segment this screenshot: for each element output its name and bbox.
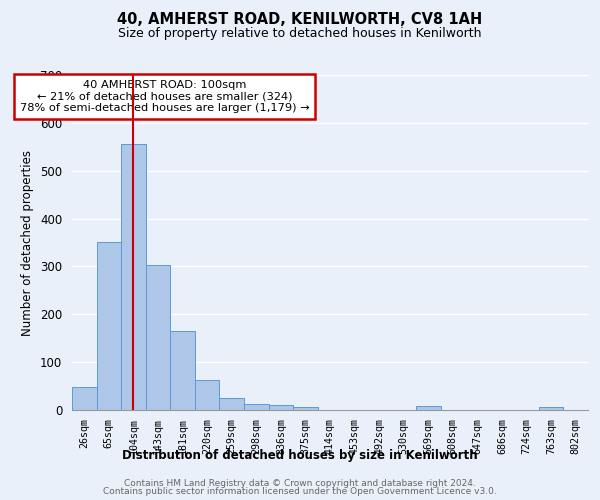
Bar bbox=[195, 380, 220, 410]
Bar bbox=[170, 331, 195, 410]
Bar bbox=[97, 242, 121, 410]
Bar bbox=[269, 404, 293, 410]
Bar bbox=[539, 406, 563, 410]
Bar bbox=[220, 398, 244, 410]
Text: Distribution of detached houses by size in Kenilworth: Distribution of detached houses by size … bbox=[122, 450, 478, 462]
Text: 40 AMHERST ROAD: 100sqm
← 21% of detached houses are smaller (324)
78% of semi-d: 40 AMHERST ROAD: 100sqm ← 21% of detache… bbox=[20, 80, 310, 113]
Bar bbox=[416, 406, 440, 410]
Bar bbox=[146, 265, 170, 410]
Text: Contains HM Land Registry data © Crown copyright and database right 2024.: Contains HM Land Registry data © Crown c… bbox=[124, 478, 476, 488]
Bar bbox=[121, 144, 146, 410]
Bar bbox=[293, 406, 318, 410]
Text: Contains public sector information licensed under the Open Government Licence v3: Contains public sector information licen… bbox=[103, 487, 497, 496]
Text: Size of property relative to detached houses in Kenilworth: Size of property relative to detached ho… bbox=[118, 28, 482, 40]
Bar bbox=[72, 387, 97, 410]
Y-axis label: Number of detached properties: Number of detached properties bbox=[22, 150, 34, 336]
Text: 40, AMHERST ROAD, KENILWORTH, CV8 1AH: 40, AMHERST ROAD, KENILWORTH, CV8 1AH bbox=[118, 12, 482, 28]
Bar bbox=[244, 404, 269, 410]
